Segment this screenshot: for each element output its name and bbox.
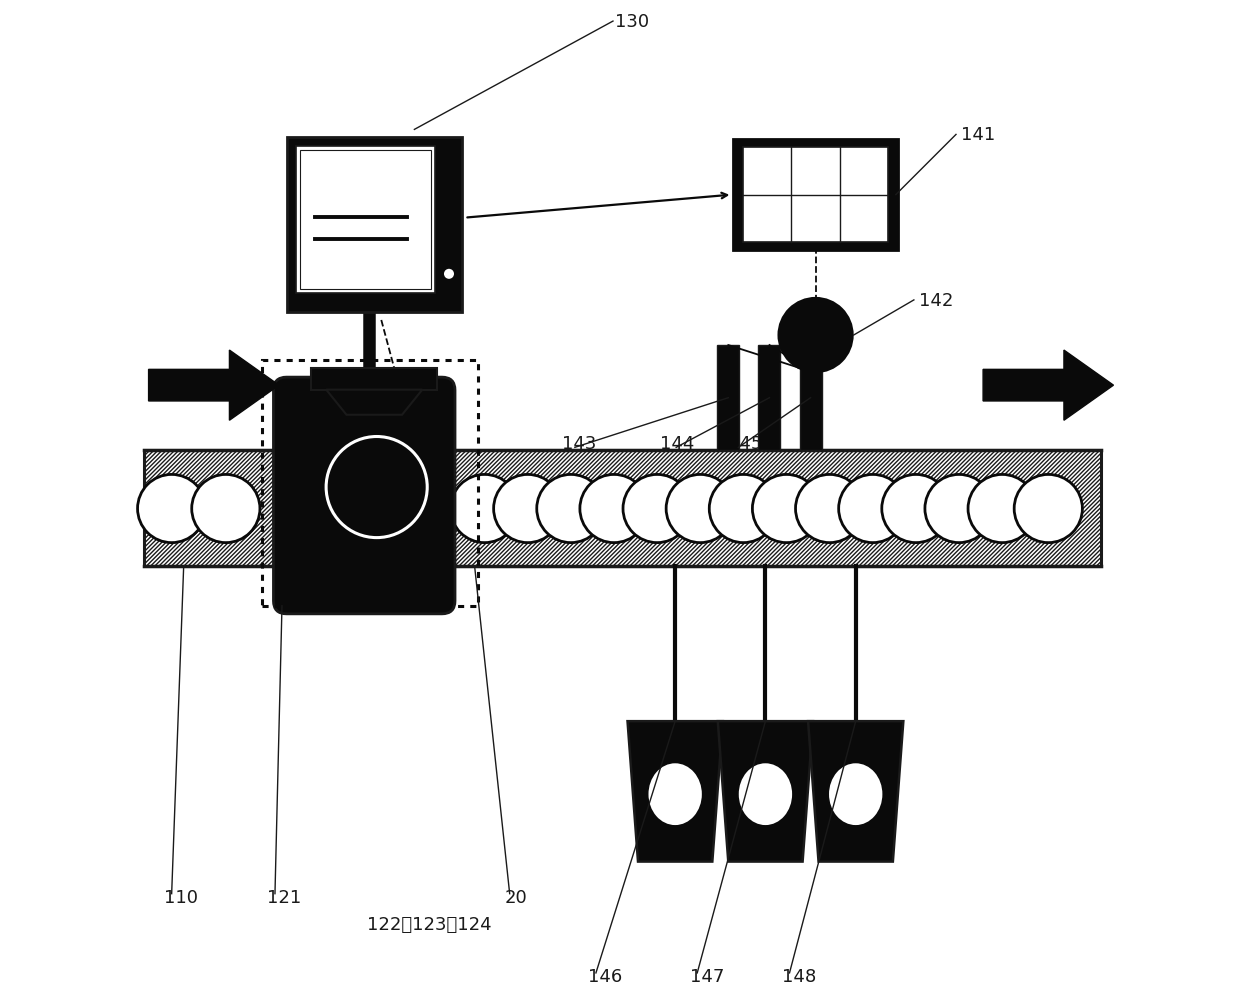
Polygon shape (326, 391, 423, 416)
Text: 143: 143 (562, 435, 596, 453)
Bar (311, 368, 438, 391)
Ellipse shape (537, 475, 605, 543)
Ellipse shape (1014, 475, 1083, 543)
Bar (300, 150, 432, 291)
Text: 146: 146 (588, 967, 622, 985)
Bar (759, 346, 780, 451)
Ellipse shape (753, 475, 821, 543)
Polygon shape (718, 721, 813, 862)
Circle shape (444, 270, 454, 280)
Ellipse shape (830, 764, 883, 826)
Bar (717, 346, 739, 451)
Ellipse shape (580, 475, 649, 543)
Ellipse shape (450, 475, 518, 543)
Ellipse shape (622, 475, 691, 543)
Ellipse shape (925, 475, 993, 543)
Bar (733, 139, 898, 250)
Circle shape (777, 298, 853, 374)
FancyBboxPatch shape (286, 137, 463, 313)
Text: 144: 144 (660, 435, 694, 453)
Bar (262, 361, 477, 606)
Ellipse shape (192, 475, 260, 543)
Text: 122、123、124: 122、123、124 (367, 915, 492, 933)
Ellipse shape (882, 475, 950, 543)
Text: 110: 110 (164, 888, 197, 906)
Text: 121: 121 (267, 888, 301, 906)
Ellipse shape (494, 475, 562, 543)
Ellipse shape (796, 475, 864, 543)
Text: 142: 142 (919, 292, 954, 310)
Ellipse shape (739, 764, 792, 826)
Polygon shape (808, 721, 904, 862)
Text: 145: 145 (728, 435, 763, 453)
Text: 141: 141 (961, 126, 996, 144)
Text: 130: 130 (615, 13, 649, 31)
Ellipse shape (709, 475, 777, 543)
Bar (295, 146, 435, 295)
Polygon shape (627, 721, 723, 862)
Ellipse shape (968, 475, 1037, 543)
Ellipse shape (666, 475, 734, 543)
Bar (144, 451, 1101, 566)
Polygon shape (149, 351, 279, 421)
FancyBboxPatch shape (274, 378, 455, 614)
Bar (743, 147, 888, 242)
Text: 148: 148 (782, 967, 817, 985)
Ellipse shape (649, 764, 702, 826)
Text: 20: 20 (505, 888, 527, 906)
Polygon shape (983, 351, 1114, 421)
Text: 147: 147 (691, 967, 724, 985)
Bar (800, 346, 822, 451)
Bar (440, 143, 458, 309)
Ellipse shape (138, 475, 206, 543)
Ellipse shape (838, 475, 906, 543)
